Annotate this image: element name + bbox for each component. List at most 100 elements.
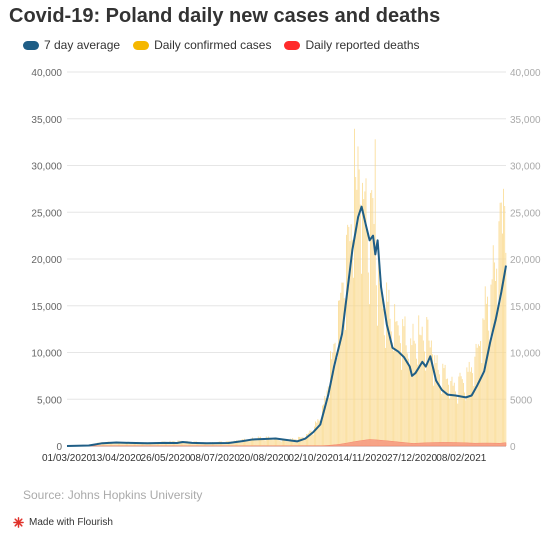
daily-cases-bar xyxy=(242,439,244,446)
daily-cases-bar xyxy=(333,343,335,446)
daily-cases-bar xyxy=(144,443,146,446)
daily-cases-bar xyxy=(489,345,491,446)
daily-cases-bar xyxy=(168,443,170,446)
daily-cases-bar xyxy=(501,233,503,446)
daily-cases-bar xyxy=(316,422,318,446)
daily-cases-bar xyxy=(307,434,308,446)
daily-cases-bar xyxy=(115,441,117,446)
daily-cases-bar xyxy=(255,439,257,446)
daily-cases-bar xyxy=(190,441,192,446)
x-tick-label: 02/10/2020 xyxy=(288,453,338,464)
daily-cases-bar xyxy=(323,404,325,446)
daily-cases-bar xyxy=(348,226,350,446)
daily-cases-bar xyxy=(309,430,311,446)
daily-cases-bar xyxy=(436,355,438,446)
daily-cases-bar xyxy=(283,438,284,446)
daily-cases-bar xyxy=(247,440,249,446)
daily-cases-bar xyxy=(120,443,122,446)
daily-cases-bar xyxy=(414,343,416,446)
daily-cases-bar xyxy=(142,442,143,446)
daily-cases-bar xyxy=(454,391,456,446)
daily-cases-bar xyxy=(443,368,445,446)
daily-cases-bar xyxy=(156,442,158,446)
daily-cases-bar xyxy=(186,440,188,446)
daily-cases-bar xyxy=(202,442,204,446)
legend-swatch-daily-reported-deaths xyxy=(284,40,301,50)
daily-cases-bar xyxy=(349,241,351,446)
daily-cases-bar xyxy=(479,346,480,446)
daily-cases-bar xyxy=(123,442,125,446)
daily-cases-bar xyxy=(154,442,156,446)
daily-cases-bar xyxy=(304,438,306,446)
daily-cases-bar xyxy=(240,442,242,446)
daily-cases-bar xyxy=(308,432,310,446)
daily-cases-bar xyxy=(109,442,111,446)
daily-cases-bar xyxy=(466,367,468,446)
daily-cases-bar xyxy=(127,442,129,446)
daily-cases-bar xyxy=(213,442,214,446)
daily-cases-bar xyxy=(378,247,380,446)
daily-cases-bar xyxy=(273,437,275,446)
daily-cases-bar xyxy=(250,438,252,446)
daily-cases-bar xyxy=(277,439,279,446)
daily-cases-bar xyxy=(208,444,210,446)
daily-cases-bar xyxy=(248,441,250,446)
daily-cases-bar xyxy=(336,358,338,446)
x-tick-label: 14/11/2020 xyxy=(338,453,388,464)
daily-cases-bar xyxy=(471,367,472,446)
daily-cases-bar xyxy=(340,292,342,446)
daily-cases-bar xyxy=(327,386,329,446)
daily-cases-bar xyxy=(215,442,217,446)
x-tick-label: 01/03/2020 xyxy=(42,453,92,464)
daily-cases-bar xyxy=(346,234,347,446)
daily-cases-bar xyxy=(386,282,388,446)
daily-cases-bar xyxy=(354,128,355,446)
daily-cases-bar xyxy=(122,442,124,446)
daily-cases-bar xyxy=(210,442,212,446)
daily-cases-bar xyxy=(371,190,373,446)
daily-cases-bar xyxy=(236,440,237,446)
daily-cases-bar xyxy=(363,199,365,446)
seven-day-average-line xyxy=(66,205,507,447)
daily-cases-bar xyxy=(207,443,209,446)
daily-cases-bar xyxy=(261,438,263,446)
daily-cases-bar xyxy=(256,440,258,446)
daily-cases-bar xyxy=(325,398,327,446)
daily-cases-bar xyxy=(460,376,462,446)
y-tick-label-left: 5,000 xyxy=(37,395,62,406)
daily-cases-bar xyxy=(338,300,339,446)
daily-cases-bar xyxy=(136,443,138,446)
daily-cases-bar xyxy=(467,371,469,446)
daily-cases-bar xyxy=(241,439,243,446)
daily-cases-bar xyxy=(487,296,488,446)
daily-cases-bar xyxy=(303,438,305,446)
daily-cases-bar xyxy=(252,437,253,446)
daily-cases-bar xyxy=(113,442,115,446)
y-tick-label-right: 10,000 xyxy=(510,349,541,360)
daily-cases-bar xyxy=(237,440,239,446)
daily-cases-bar xyxy=(434,355,436,446)
daily-cases-bar xyxy=(305,434,307,446)
daily-cases-bar xyxy=(377,325,378,446)
daily-cases-bar xyxy=(278,440,280,446)
daily-cases-bar xyxy=(472,373,474,446)
daily-cases-bar xyxy=(300,437,302,446)
chart-plot: 0 0 5,000 5000 10,000 10,000 15,000 15,000 20,00… xyxy=(31,68,541,464)
daily-cases-bar xyxy=(488,330,490,446)
daily-cases-bar xyxy=(206,442,208,446)
daily-cases-bar xyxy=(408,358,409,446)
daily-cases-bar xyxy=(124,442,126,446)
daily-cases-bar xyxy=(116,442,118,446)
flourish-credit[interactable]: Made with Flourish xyxy=(13,517,113,528)
daily-cases-bar xyxy=(151,442,153,446)
daily-cases-bar xyxy=(280,441,282,446)
daily-cases-bar xyxy=(166,441,167,446)
daily-cases-bar xyxy=(373,223,375,446)
legend-item-daily-reported-deaths[interactable]: Daily reported deaths xyxy=(284,38,420,52)
daily-cases-bar xyxy=(326,390,328,446)
daily-cases-bar xyxy=(185,440,187,446)
legend-item-7-day-average[interactable]: 7 day average xyxy=(23,38,120,52)
daily-cases-bar xyxy=(469,371,471,446)
daily-cases-bar xyxy=(382,308,384,446)
legend-item-daily-confirmed-cases[interactable]: Daily confirmed cases xyxy=(133,38,271,52)
